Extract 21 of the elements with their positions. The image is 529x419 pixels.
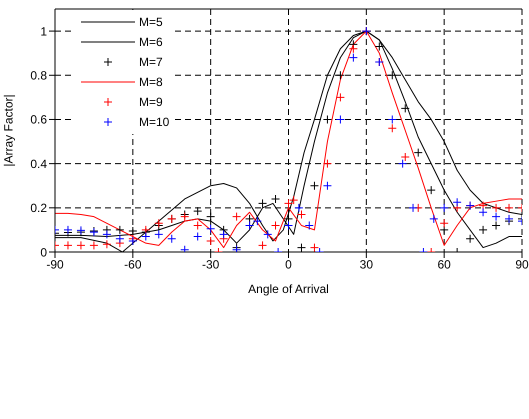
x-tick-label: 0: [285, 258, 292, 272]
y-tick-label: 0: [40, 245, 48, 260]
legend-label: M=8: [139, 75, 163, 89]
y-axis-title: |Array Factor|: [1, 94, 16, 167]
legend-label: M=7: [139, 55, 163, 69]
legend-label: M=6: [139, 35, 163, 49]
x-tick-label: -90: [46, 258, 64, 272]
x-axis-title: Angle of Arrival: [248, 282, 329, 296]
legend-label: M=5: [139, 15, 163, 29]
x-tick-label: -30: [202, 258, 220, 272]
x-tick-label: 90: [515, 258, 529, 272]
y-tick-label: 0.4: [30, 156, 48, 171]
y-tick-label: 0.6: [30, 112, 48, 127]
legend-label: M=9: [139, 95, 163, 109]
x-tick-label: -60: [124, 258, 142, 272]
y-tick-label: 1: [40, 24, 48, 38]
y-tick-label: 0.8: [30, 68, 48, 83]
y-tick-label: 0.2: [30, 201, 48, 216]
legend-label: M=10: [139, 115, 170, 129]
x-tick-label: 30: [360, 258, 374, 272]
x-tick-label: 60: [437, 258, 452, 272]
